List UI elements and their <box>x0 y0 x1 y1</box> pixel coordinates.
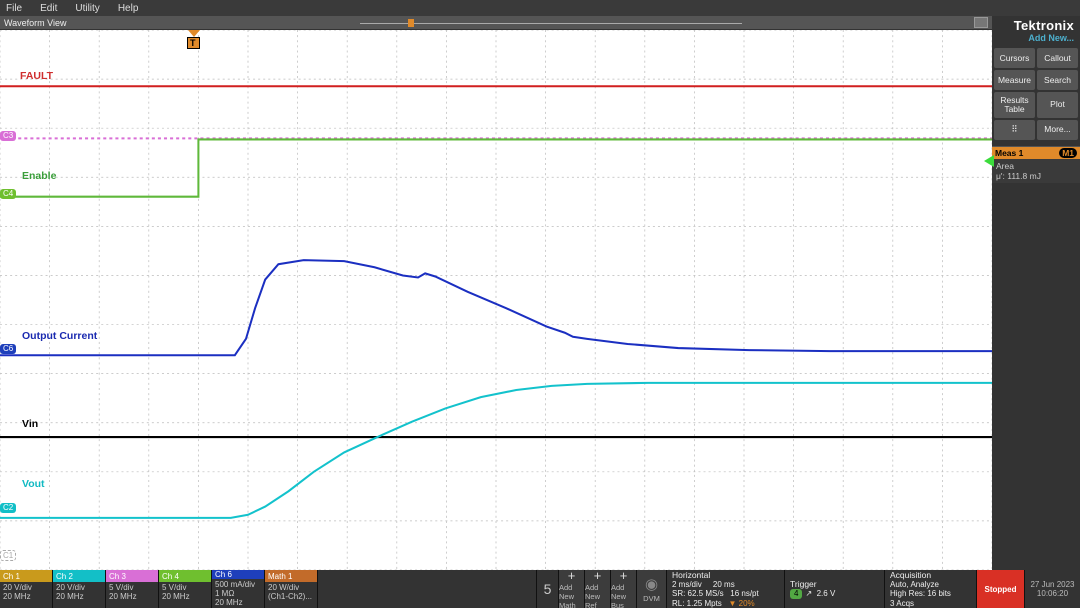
menu-bar: File Edit Utility Help <box>0 0 1080 16</box>
meas-value: μ': 111.8 mJ <box>996 171 1076 181</box>
channel-block-ch3[interactable]: Ch 35 V/div20 MHz <box>106 570 159 608</box>
trigger-panel[interactable]: Trigger 4↗ 2.6 V <box>784 570 884 608</box>
draw-button[interactable]: ⠿ <box>994 120 1035 140</box>
waveform-column: Waveform View T FAULT Enable Output Cu <box>0 16 992 570</box>
dvm-button[interactable]: ◉DVM <box>636 570 666 608</box>
menu-file[interactable]: File <box>6 3 22 14</box>
zoom-slider-thumb[interactable] <box>408 19 414 27</box>
menu-utility[interactable]: Utility <box>75 3 99 14</box>
horizontal-panel[interactable]: Horizontal 2 ms/div 20 ms SR: 62.5 MS/s … <box>666 570 784 608</box>
waveform-header: Waveform View <box>0 16 992 30</box>
add-new-link[interactable]: Add New... <box>992 33 1080 46</box>
results-table-button[interactable]: Results Table <box>994 92 1035 118</box>
bottom-bar: Ch 120 V/div20 MHzCh 220 V/div20 MHzCh 3… <box>0 570 1080 608</box>
channel-block-math1[interactable]: Math 120 W/div(Ch1-Ch2)... <box>265 570 318 608</box>
channel-tag-c1[interactable]: C1 <box>0 550 16 561</box>
callout-button[interactable]: Callout <box>1037 48 1078 68</box>
app-root: File Edit Utility Help Waveform View <box>0 0 1080 608</box>
channel-block-ch1[interactable]: Ch 120 V/div20 MHz <box>0 570 53 608</box>
channel-block-ch4[interactable]: Ch 45 V/div20 MHz <box>159 570 212 608</box>
acq-title: Acquisition <box>890 570 971 580</box>
label-vin: Vin <box>22 418 38 430</box>
waveform-svg <box>0 30 992 570</box>
page-number: 5 <box>536 570 558 608</box>
add-new-math-button[interactable]: +Add New Math <box>558 570 584 608</box>
channel-tag-c3[interactable]: C3 <box>0 131 16 141</box>
plot-button[interactable]: Plot <box>1037 92 1078 118</box>
label-output-current: Output Current <box>22 330 97 342</box>
add-new-ref-button[interactable]: +Add New Ref <box>584 570 610 608</box>
meas-badge: M1 <box>1059 148 1077 158</box>
trigger-t-marker[interactable]: T <box>187 30 200 49</box>
search-button[interactable]: Search <box>1037 70 1078 90</box>
add-new-bus-button[interactable]: +Add New Bus <box>610 570 636 608</box>
brand-logo: Tektronix <box>992 16 1080 33</box>
waveform-area[interactable]: T FAULT Enable Output Current Vin Vout C… <box>0 30 992 570</box>
menu-help[interactable]: Help <box>118 3 139 14</box>
measure-button[interactable]: Measure <box>994 70 1035 90</box>
more-button[interactable]: More... <box>1037 120 1078 140</box>
timestamp: 27 Jun 202310:06:20 <box>1024 570 1080 608</box>
cursors-button[interactable]: Cursors <box>994 48 1035 68</box>
zoom-slider-track[interactable] <box>360 23 742 24</box>
waveform-maximize-icon[interactable] <box>974 17 988 28</box>
label-vout: Vout <box>22 478 45 490</box>
horiz-title: Horizontal <box>672 570 779 580</box>
sidebar-button-grid: Cursors Callout Measure Search Results T… <box>992 46 1080 142</box>
meas-label: Area <box>996 161 1076 171</box>
meas-title: Meas 1 <box>995 148 1023 158</box>
measurement-panel[interactable]: Meas 1 M1 Area μ': 111.8 mJ <box>992 146 1080 183</box>
menu-edit[interactable]: Edit <box>40 3 57 14</box>
main-area: Waveform View T FAULT Enable Output Cu <box>0 16 1080 570</box>
label-enable: Enable <box>22 170 56 182</box>
channel-tag-c2[interactable]: C2 <box>0 503 16 513</box>
acquisition-panel[interactable]: Acquisition Auto, Analyze High Res: 16 b… <box>884 570 976 608</box>
waveform-title: Waveform View <box>4 18 67 28</box>
channel-tag-c6[interactable]: C6 <box>0 344 16 354</box>
meas-pointer-icon <box>984 155 994 167</box>
trig-title: Trigger <box>790 579 879 589</box>
channel-block-ch6[interactable]: Ch 6500 mA/div1 MΩ20 MHz <box>212 570 265 608</box>
channel-block-ch2[interactable]: Ch 220 V/div20 MHz <box>53 570 106 608</box>
label-fault: FAULT <box>20 70 53 82</box>
right-sidebar: Tektronix Add New... Cursors Callout Mea… <box>992 16 1080 570</box>
run-stop-button[interactable]: Stopped <box>976 570 1024 608</box>
channel-tag-c4[interactable]: C4 <box>0 189 16 199</box>
